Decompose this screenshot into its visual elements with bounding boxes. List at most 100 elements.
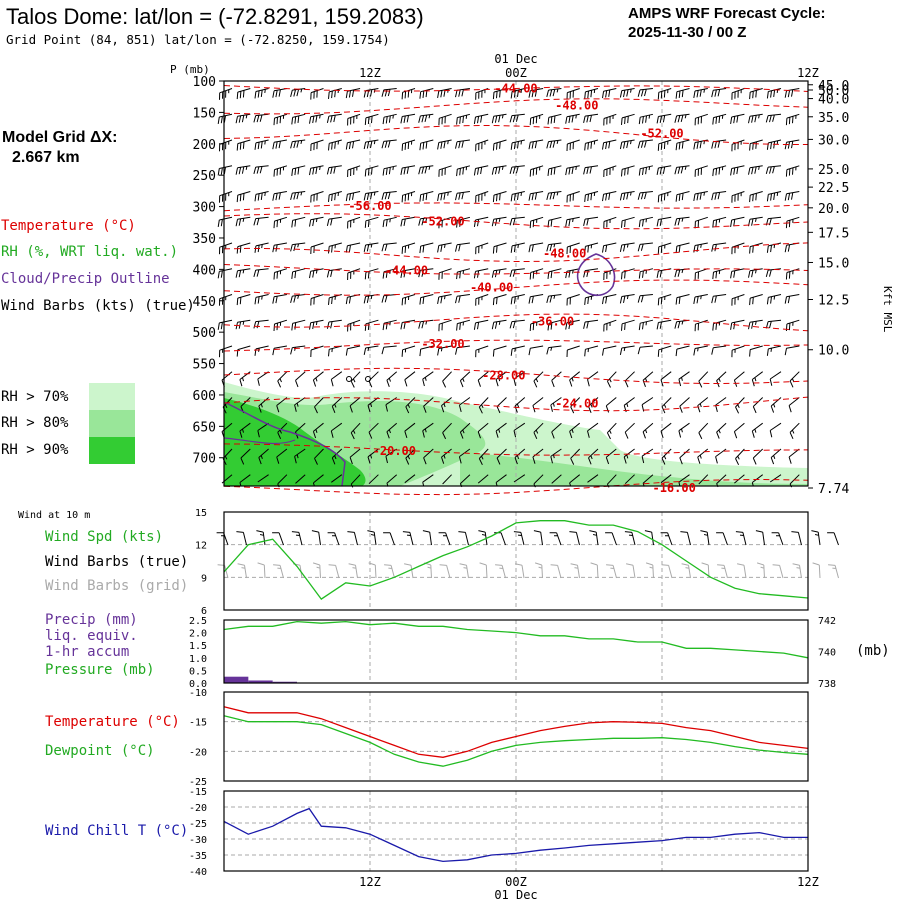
wind-barb <box>475 294 489 306</box>
surface-wind-barb-grid <box>328 564 340 579</box>
temperature-contour <box>223 202 809 212</box>
wind-barb <box>455 345 470 355</box>
wind-barb <box>693 88 708 98</box>
wind-barb <box>422 371 434 387</box>
wind-barb <box>674 319 690 329</box>
temperature-contour-label: -20.00 <box>373 444 416 458</box>
wind-barb <box>347 319 361 332</box>
surface-wind-barb-grid <box>550 564 562 579</box>
wind-barb <box>546 242 562 252</box>
wind-barb <box>533 422 544 440</box>
temp-tick: -25 <box>189 777 207 788</box>
pressure-tick-label: 150 <box>193 106 216 121</box>
wind-barb <box>711 294 727 304</box>
wind-barb <box>345 191 361 202</box>
wind-barb <box>475 345 489 358</box>
wind-barb <box>310 139 324 152</box>
wind-barb <box>235 268 251 278</box>
wind-barb <box>491 319 507 330</box>
wind-barb <box>345 242 361 253</box>
wind-barb <box>693 191 708 201</box>
wind-barb <box>404 474 416 484</box>
temperature-contour-label: -44.00 <box>385 264 428 278</box>
temperature-contour <box>223 242 809 263</box>
sounding-frame <box>223 80 809 487</box>
wind-barb <box>509 268 525 278</box>
temperature-contour-label: -52.00 <box>640 127 683 141</box>
wind-barb <box>637 294 653 303</box>
wind-barb <box>588 397 599 413</box>
p-axis-title: P (mb) <box>170 63 210 76</box>
wind-barb <box>785 113 800 126</box>
wind-speed-legend: Wind Spd (kts) <box>45 529 164 545</box>
wind-barb <box>328 345 342 357</box>
wind-barb <box>603 113 617 126</box>
surface-wind-barb-true <box>256 530 266 546</box>
wind-barb <box>350 422 361 440</box>
surface-wind-barb-true <box>735 531 747 546</box>
wind-barb <box>619 191 635 201</box>
kft-axis-title: Kft MSL <box>881 286 894 333</box>
surface-wind-barb-true <box>311 530 321 546</box>
wind-barb <box>583 165 599 175</box>
surface-wind-barb-true <box>605 532 617 546</box>
rh-80-swatch <box>89 410 135 437</box>
surface-wind-barb-true <box>700 530 710 546</box>
legend-rh-90: RH > 90% <box>1 442 69 458</box>
wind-barb <box>528 345 544 356</box>
precip-tick: 0.0 <box>189 679 207 690</box>
temperature-contour-label: -48.00 <box>555 98 598 112</box>
wind-barb <box>272 345 287 356</box>
pressure-tick: 742 <box>818 616 836 627</box>
wind-barb <box>495 371 507 387</box>
wind-barb <box>748 165 763 175</box>
wind-barb <box>290 139 306 149</box>
wind-barb <box>546 139 562 149</box>
surface-wind-barb-true <box>494 532 506 546</box>
wind-barb <box>621 113 635 125</box>
wind-barb <box>529 319 544 332</box>
rh-90-swatch <box>89 437 135 464</box>
wind-barb <box>459 371 471 388</box>
surface-wind-barb-grid <box>606 564 617 579</box>
surface-wind-barb-grid <box>828 564 839 579</box>
surface-wind-barb-grid <box>237 563 247 579</box>
wind-barb <box>602 191 617 202</box>
wind-barb <box>475 88 489 100</box>
wind-barb <box>656 216 672 227</box>
temperature-contour <box>223 264 809 275</box>
wind-barb <box>345 345 361 356</box>
wind-barb <box>455 191 470 201</box>
wind-barb <box>456 268 471 280</box>
wind-barb <box>401 191 416 203</box>
wind-barb <box>619 139 635 150</box>
precip-tick: 2.5 <box>189 616 207 627</box>
wind-barb <box>309 216 324 227</box>
wind-barb <box>623 448 635 464</box>
surface-wind-barb-true <box>644 530 654 546</box>
wind-barb <box>219 345 233 358</box>
wind-barb <box>657 88 672 100</box>
wind-barb <box>788 397 800 413</box>
wind-barb <box>565 113 580 124</box>
wind-barb <box>492 294 507 306</box>
precip-panel-frame <box>223 619 809 684</box>
wind-barb <box>528 242 544 253</box>
wind-barb <box>637 242 653 252</box>
bottom-time-label: 12Z <box>797 875 819 889</box>
wind-barb <box>295 371 306 388</box>
surface-wind-barb-grid <box>681 563 691 579</box>
wind-barb <box>566 88 580 100</box>
surface-wind-barb-grid <box>792 563 802 579</box>
surface-wind-barb-true <box>478 530 488 546</box>
wind-barb <box>769 474 782 483</box>
wind-barb <box>513 422 526 438</box>
surface-wind-barb-true <box>680 531 691 546</box>
model-grid-value: 2.667 km <box>12 149 80 166</box>
pressure-legend: Pressure (mb) <box>45 662 155 678</box>
surface-wind-barb-grid <box>590 562 599 579</box>
wind-barb <box>565 165 580 176</box>
wind-barb <box>748 216 763 227</box>
wind-barb <box>347 216 361 229</box>
wind-barb <box>730 165 745 176</box>
